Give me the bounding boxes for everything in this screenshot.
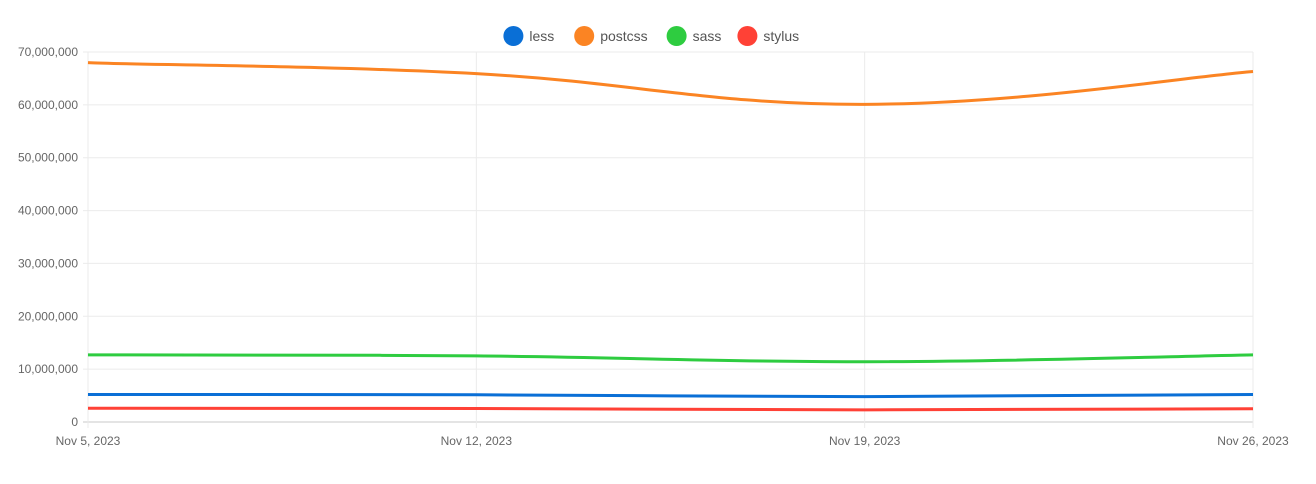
series-line-less <box>87 393 1254 399</box>
legend-swatch <box>574 26 595 46</box>
y-tick-label: 40,000,000 <box>18 204 78 218</box>
legend-label: sass <box>693 28 722 44</box>
y-tick-label: 70,000,000 <box>18 45 78 59</box>
x-tick-label: Nov 26, 2023 <box>1217 434 1289 448</box>
legend-label: postcss <box>600 28 647 44</box>
legend-swatch <box>666 26 687 46</box>
series-line-postcss <box>87 61 1254 106</box>
legend-swatch <box>737 26 758 46</box>
x-axis: Nov 5, 2023 Nov 12, 2023 Nov 19, 2023 Nov 2… <box>56 434 1289 448</box>
legend-item-stylus[interactable]: stylus <box>737 26 799 46</box>
x-tick-label: Nov 19, 2023 <box>829 434 901 448</box>
y-tick-label: 50,000,000 <box>18 151 78 165</box>
legend-label: less <box>529 28 554 44</box>
y-tick-label: 60,000,000 <box>18 98 78 112</box>
legend-item-sass[interactable]: sass <box>666 26 722 46</box>
legend-label: stylus <box>763 28 799 44</box>
x-tick-label: Nov 5, 2023 <box>56 434 121 448</box>
grid <box>83 51 1254 428</box>
legend-item-postcss[interactable]: postcss <box>574 26 648 46</box>
legend-swatch <box>503 26 524 46</box>
x-tick-label: Nov 12, 2023 <box>441 434 513 448</box>
series-line-sass <box>87 353 1254 364</box>
y-tick-label: 20,000,000 <box>18 309 78 323</box>
y-axis: 0 10,000,000 20,000,000 30,000,000 40,000,00… <box>18 45 78 429</box>
y-tick-label: 0 <box>71 415 78 429</box>
legend[interactable]: less postcss sass stylus <box>503 26 799 46</box>
series-line-stylus <box>87 406 1254 412</box>
y-tick-label: 30,000,000 <box>18 256 78 270</box>
y-tick-label: 10,000,000 <box>18 362 78 376</box>
legend-item-less[interactable]: less <box>503 26 554 46</box>
series-lines <box>87 61 1254 412</box>
